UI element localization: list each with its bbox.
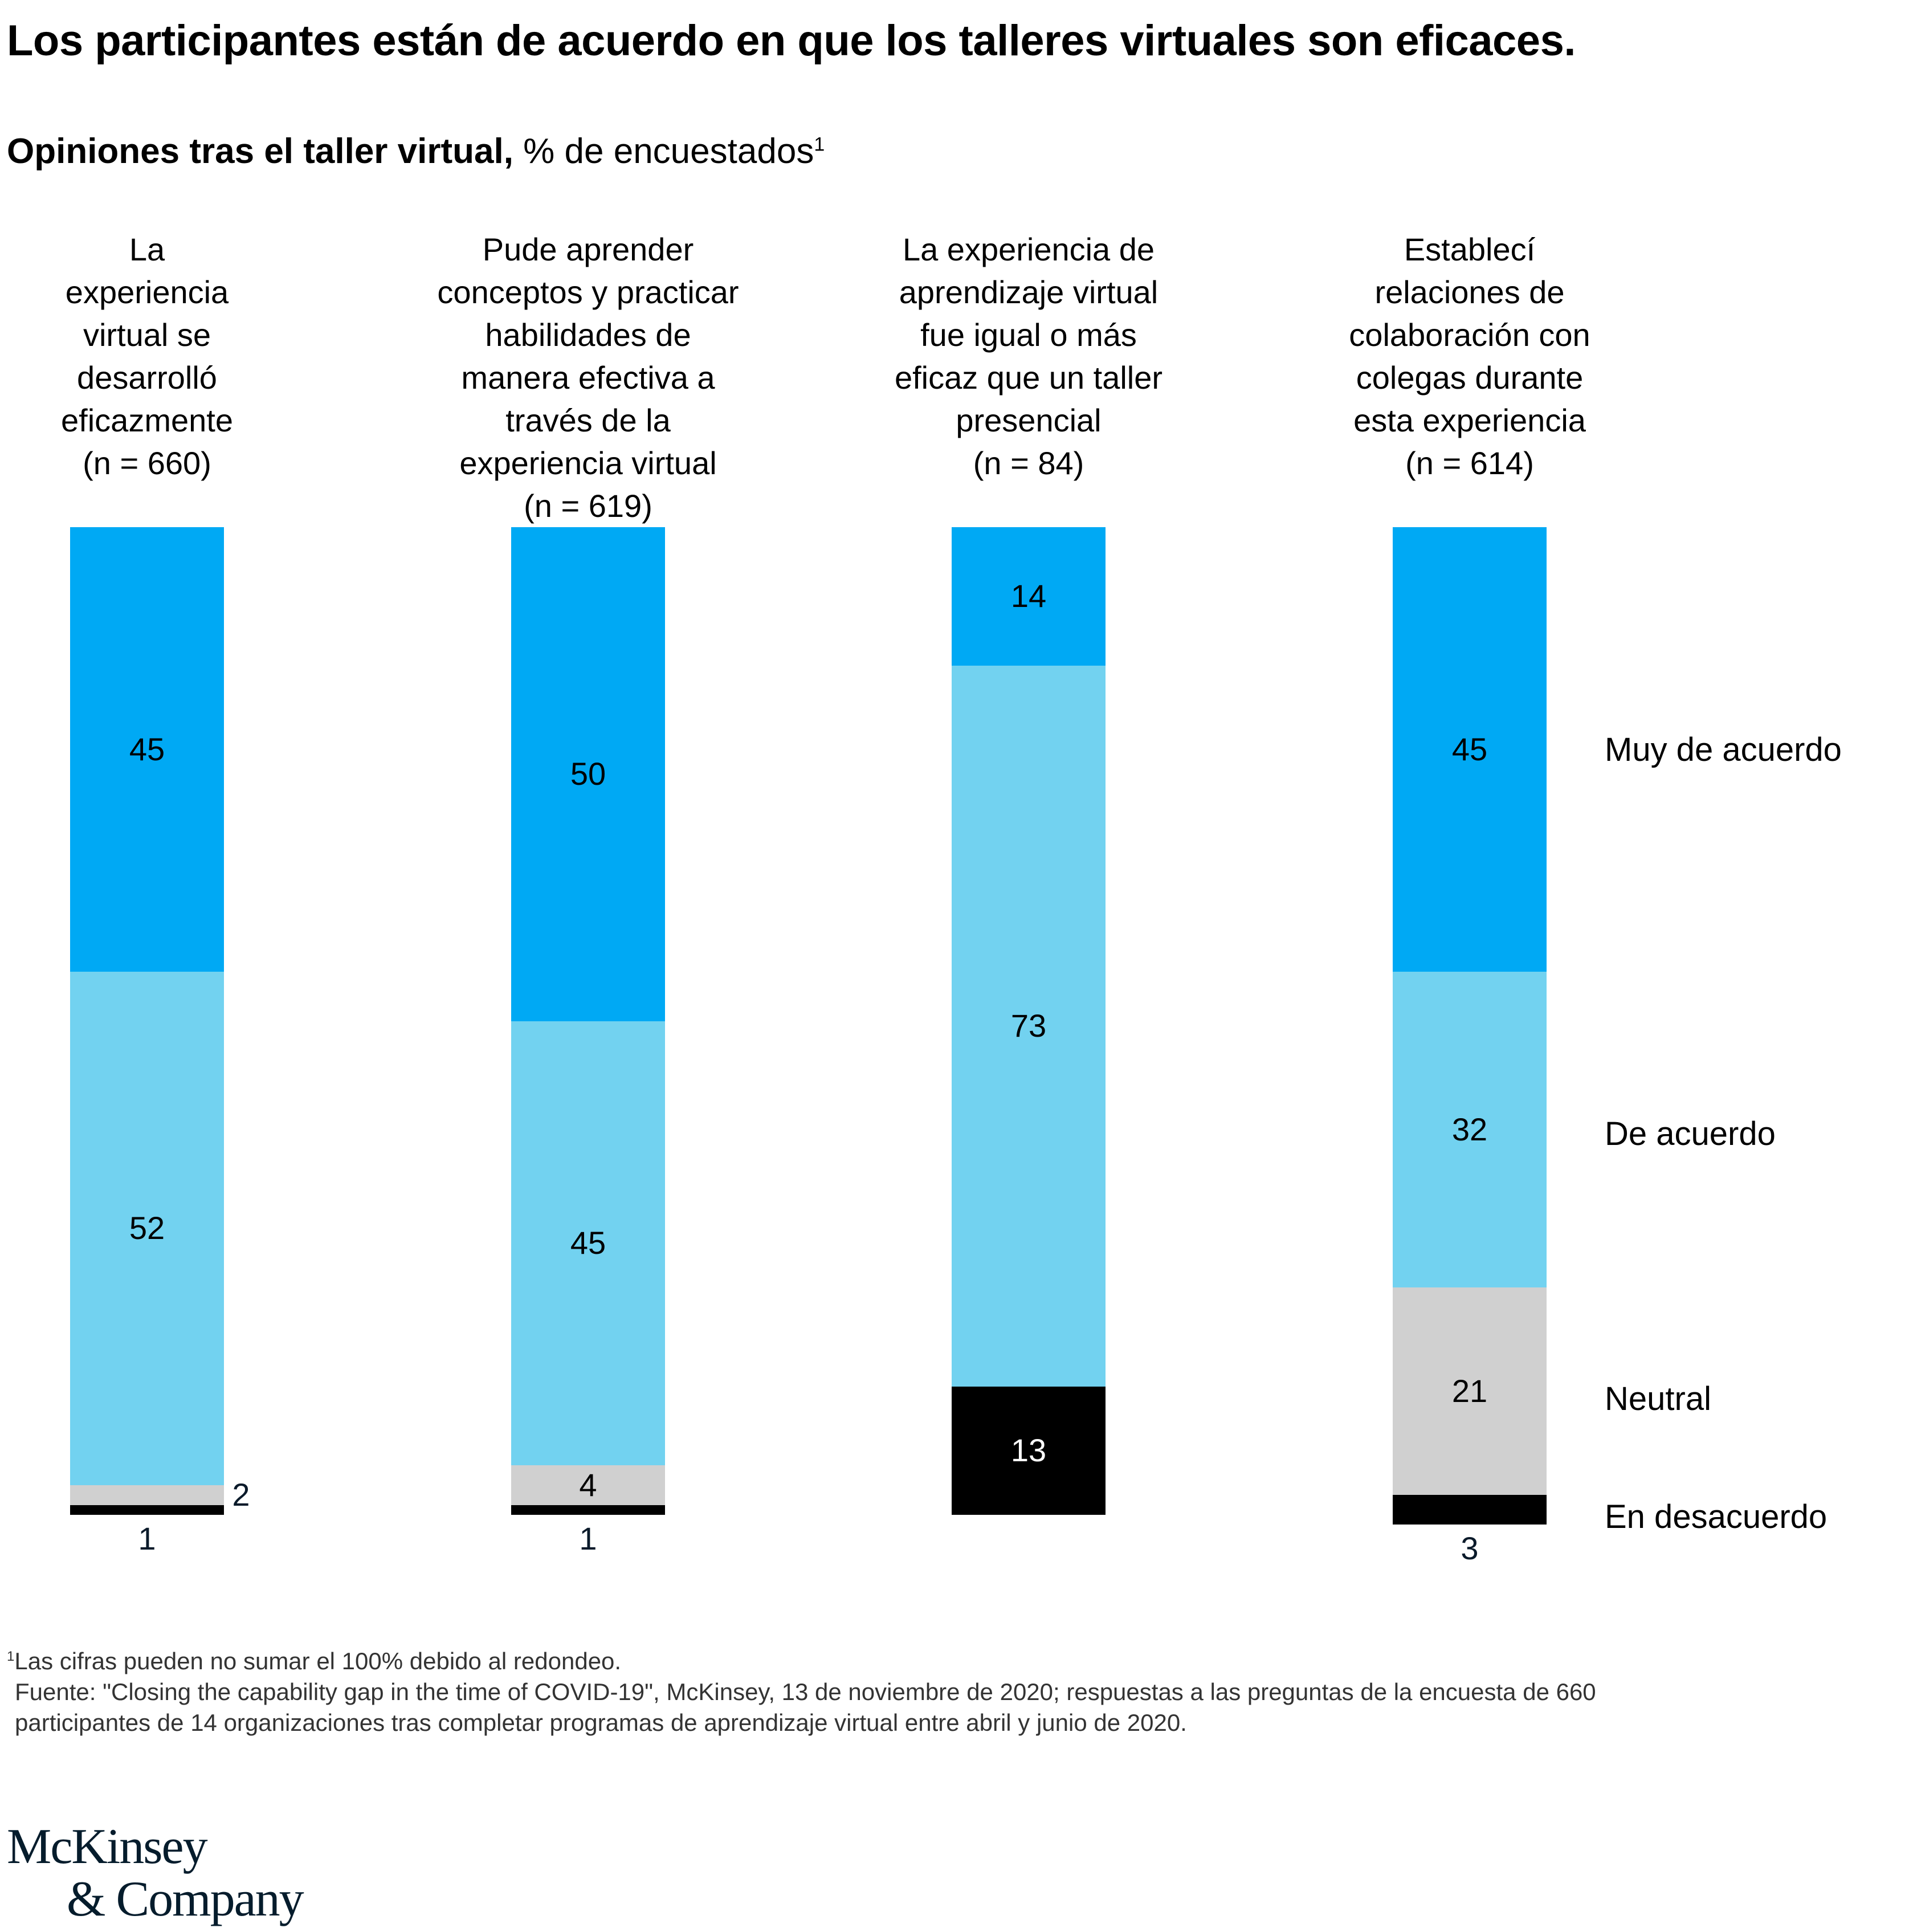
- category-label-line: Pude aprender: [482, 231, 694, 267]
- bar-segment-en-desacuerdo: [70, 1505, 224, 1515]
- data-label: 52: [129, 1210, 165, 1246]
- category-label-line: conceptos y practicar: [437, 274, 739, 310]
- subtitle-bold: Opiniones tras el taller virtual,: [7, 132, 513, 171]
- footnotes: 1Las cifras pueden no sumar el 100% debi…: [7, 1641, 1596, 1738]
- bar-segment-muy-de-acuerdo: [1393, 527, 1547, 972]
- category-label: Establecí relaciones de colaboración con co…: [1293, 228, 1646, 484]
- category-label-line: Establecí: [1404, 231, 1536, 267]
- category-label-line: eficaz que un taller: [894, 360, 1163, 396]
- category-label-line: experiencia: [65, 274, 229, 310]
- category-label-line: (n = 614): [1405, 445, 1534, 481]
- data-label: 73: [1010, 1008, 1047, 1044]
- bar-segment-muy-de-acuerdo: [70, 527, 224, 972]
- data-label: 21: [1451, 1373, 1488, 1409]
- category-label-line: aprendizaje virtual: [899, 274, 1159, 310]
- category-label-line: esta experiencia: [1353, 402, 1586, 438]
- logo-line-1: McKinsey: [7, 1819, 208, 1874]
- category-label-line: fue igual o más: [920, 317, 1137, 353]
- footnote-sup: 1: [7, 1649, 15, 1664]
- source-line-1: Fuente: "Closing the capability gap in t…: [15, 1678, 1596, 1705]
- data-label: 4: [579, 1467, 597, 1503]
- category-label-line: través de la: [505, 402, 671, 438]
- category-label-line: relaciones de: [1374, 274, 1565, 310]
- bar-segment-muy-de-acuerdo: [511, 527, 665, 1021]
- data-label: 3: [1461, 1530, 1479, 1567]
- category-label-line: La experiencia de: [902, 231, 1155, 267]
- category-label-line: (n = 84): [973, 445, 1084, 481]
- bar-segment-muy-de-acuerdo: [952, 527, 1106, 666]
- legend-label: Muy de acuerdo: [1605, 731, 1842, 768]
- data-label: 45: [570, 1225, 606, 1261]
- data-label: 2: [232, 1477, 250, 1513]
- bar-segment-de-acuerdo: [1393, 971, 1547, 1288]
- data-label: 50: [570, 756, 606, 792]
- category-label-line: La: [129, 231, 165, 267]
- category-label-line: experiencia virtual: [459, 445, 717, 481]
- category-label-line: manera efectiva a: [461, 360, 715, 396]
- category-label: La experiencia de aprendizaje virtual fue …: [852, 228, 1205, 484]
- chart-title: Los participantes están de acuerdo en qu…: [7, 17, 1576, 65]
- data-label: 45: [1451, 731, 1488, 767]
- logo-line-2: & Company: [67, 1872, 304, 1927]
- bar-segment-neutral: [70, 1485, 224, 1505]
- bar-segment-neutral: [511, 1465, 665, 1505]
- data-label: 1: [138, 1521, 156, 1556]
- category-label-line: eficazmente: [61, 402, 233, 438]
- bar-segment-en-desacuerdo: [1393, 1495, 1547, 1525]
- data-label: 1: [579, 1521, 597, 1556]
- legend-label: En desacuerdo: [1605, 1498, 1828, 1535]
- footnote-note: Las cifras pueden no sumar el 100% debid…: [14, 1648, 622, 1674]
- category-label-line: colegas durante: [1356, 360, 1584, 396]
- bar-segment-de-acuerdo: [70, 971, 224, 1485]
- footnote-marker: 1: [814, 133, 825, 156]
- category-label-line: colaboración con: [1349, 317, 1590, 353]
- bar-segment-neutral: [1393, 1287, 1547, 1495]
- data-label: 14: [1010, 578, 1047, 614]
- data-label: 13: [1010, 1432, 1047, 1469]
- category-label-line: presencial: [956, 402, 1102, 438]
- bar-segment-de-acuerdo: [511, 1021, 665, 1466]
- category-label: La experiencia virtual se desarrolló eficazm…: [0, 228, 324, 484]
- category-label-line: (n = 619): [524, 488, 652, 524]
- source-line-2: participantes de 14 organizaciones tras …: [15, 1709, 1187, 1736]
- bar-segment-en-desacuerdo: [511, 1505, 665, 1515]
- chart-subtitle: Opiniones tras el taller virtual, % de e…: [7, 131, 825, 172]
- category-label-line: desarrolló: [77, 360, 217, 396]
- subtitle-unit: % de encuestados: [513, 132, 814, 171]
- category-label-line: habilidades de: [485, 317, 691, 353]
- mckinsey-logo: McKinsey & Company: [7, 1819, 304, 1927]
- data-label: 32: [1451, 1111, 1488, 1148]
- data-label: 45: [129, 731, 165, 767]
- bar-segment-en-desacuerdo: [952, 1386, 1106, 1515]
- legend-label: De acuerdo: [1605, 1115, 1776, 1152]
- legend-label: Neutral: [1605, 1380, 1711, 1417]
- category-label: Pude aprender conceptos y practicar habili…: [411, 228, 765, 527]
- bar-segment-de-acuerdo: [952, 665, 1106, 1387]
- category-label-line: virtual se: [83, 317, 211, 353]
- category-label-line: (n = 660): [83, 445, 211, 481]
